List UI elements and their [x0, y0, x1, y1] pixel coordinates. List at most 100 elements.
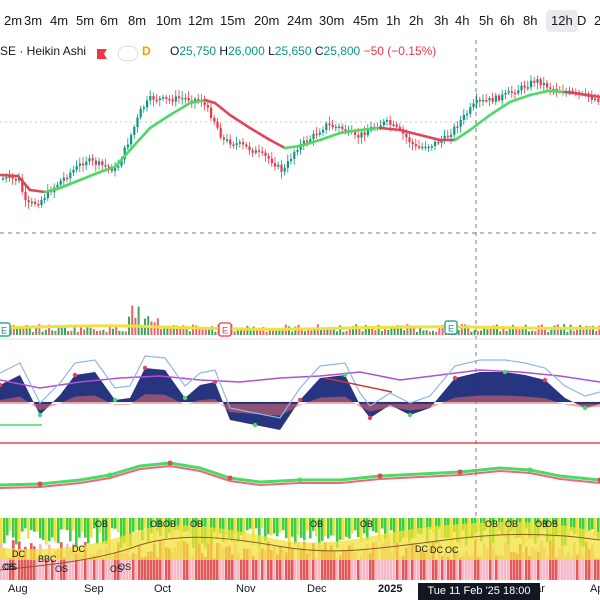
- heat-bar: [258, 547, 261, 580]
- ma-segment: [58, 178, 82, 190]
- heat-bar: [591, 544, 594, 580]
- session-badge: D: [142, 44, 151, 58]
- timeframe-3m[interactable]: 3m: [24, 13, 43, 28]
- candle-body: [155, 99, 158, 102]
- heat-bar: [540, 541, 543, 580]
- candle-body: [162, 97, 165, 99]
- timeframe-2h[interactable]: 2h: [409, 13, 424, 28]
- candle-body: [59, 180, 62, 185]
- volume-bar: [499, 331, 502, 335]
- timeframe-20m[interactable]: 20m: [254, 13, 280, 28]
- candle-body: [258, 150, 261, 152]
- heat-bar: [309, 551, 312, 580]
- symbol-title[interactable]: SE · Heikin Ashi: [0, 44, 87, 58]
- timeframe-6h[interactable]: 6h: [500, 13, 515, 28]
- heat-bar: [132, 518, 135, 532]
- timeframe-30m[interactable]: 30m: [319, 13, 345, 28]
- candle-body: [469, 107, 472, 114]
- heat-bar: [225, 546, 228, 580]
- ma-segment: [398, 128, 422, 137]
- heat-bar: [183, 518, 186, 532]
- volume-bar: [259, 329, 262, 335]
- heat-bar: [420, 549, 423, 580]
- signal-label: OS: [110, 564, 123, 574]
- timeframe-45m[interactable]: 45m: [353, 13, 379, 28]
- heat-bar: [75, 553, 78, 580]
- timeframe-3h[interactable]: 3h: [434, 13, 449, 28]
- candle-body: [178, 96, 181, 99]
- ma-segment: [188, 98, 207, 105]
- volume-bar: [374, 330, 377, 335]
- candle-body: [46, 190, 49, 199]
- candle-body: [366, 130, 369, 136]
- volume-bar: [48, 324, 50, 335]
- heat-bar: [102, 558, 105, 580]
- volume-bar: [204, 328, 207, 335]
- timeframe-8m[interactable]: 8m: [128, 13, 147, 28]
- heat-bar: [252, 518, 255, 546]
- timeframe-6m[interactable]: 6m: [100, 13, 119, 28]
- heat-bar: [108, 543, 111, 580]
- timeframe-5h[interactable]: 5h: [479, 13, 494, 28]
- volume-bar: [16, 326, 18, 335]
- heat-bar: [585, 518, 588, 534]
- volume-bar: [137, 306, 140, 335]
- volume-bar: [470, 331, 473, 335]
- timeframe-24m[interactable]: 24m: [287, 13, 313, 28]
- heat-bar: [150, 551, 153, 580]
- heat-bar: [132, 552, 135, 580]
- timeframe-8h[interactable]: 8h: [523, 13, 538, 28]
- heat-bar: [162, 540, 165, 580]
- timeframe-12m[interactable]: 12m: [188, 13, 214, 28]
- heat-bar: [396, 542, 399, 580]
- timeframe-12h[interactable]: 12h: [546, 10, 578, 32]
- volume-bar: [57, 325, 60, 335]
- heat-bar: [240, 559, 243, 580]
- heat-bar: [225, 518, 228, 535]
- heat-bar: [444, 551, 447, 580]
- timeframe-D[interactable]: D: [577, 13, 587, 28]
- heat-bar: [576, 554, 579, 580]
- heat-bar: [180, 543, 183, 580]
- volume-bar: [371, 328, 374, 335]
- heat-bar: [54, 518, 57, 543]
- candle-body: [427, 146, 430, 149]
- volume-average-line: [0, 324, 600, 331]
- heat-bar: [105, 518, 108, 545]
- heat-bar: [51, 518, 54, 538]
- candle-body: [446, 135, 449, 138]
- flag-icon[interactable]: [97, 45, 107, 65]
- ma-segment: [268, 138, 287, 150]
- signal-line: [0, 369, 600, 389]
- timeframe-10m[interactable]: 10m: [156, 13, 182, 28]
- timeframe-4m[interactable]: 4m: [50, 13, 69, 28]
- volume-bar: [544, 329, 546, 335]
- heat-bar: [219, 518, 222, 534]
- heat-bar: [357, 559, 360, 580]
- candle-body: [184, 97, 187, 100]
- heat-bar: [84, 542, 87, 580]
- volume-bar: [294, 326, 297, 335]
- volume-bar: [550, 329, 553, 335]
- timeframe-15m[interactable]: 15m: [220, 13, 246, 28]
- timeframe-4h[interactable]: 4h: [455, 13, 470, 28]
- volume-bar: [51, 330, 54, 335]
- timeframe-2m[interactable]: 2m: [4, 13, 23, 28]
- signal-label: OBOB: [150, 519, 176, 529]
- heat-bar: [288, 518, 291, 545]
- heat-bar: [570, 557, 573, 580]
- timeframe-1h[interactable]: 1h: [386, 13, 401, 28]
- heat-bar: [291, 518, 294, 537]
- heat-bar: [507, 544, 510, 580]
- timeframe-2[interactable]: 2: [594, 13, 600, 28]
- heat-bar: [336, 518, 339, 548]
- heat-bar: [135, 553, 138, 580]
- visibility-toggle[interactable]: [118, 43, 138, 63]
- heat-bar: [381, 518, 384, 529]
- heat-bar: [168, 548, 171, 580]
- heat-bar: [498, 555, 501, 580]
- timeframe-5m[interactable]: 5m: [76, 13, 95, 28]
- volume-bar: [115, 325, 118, 335]
